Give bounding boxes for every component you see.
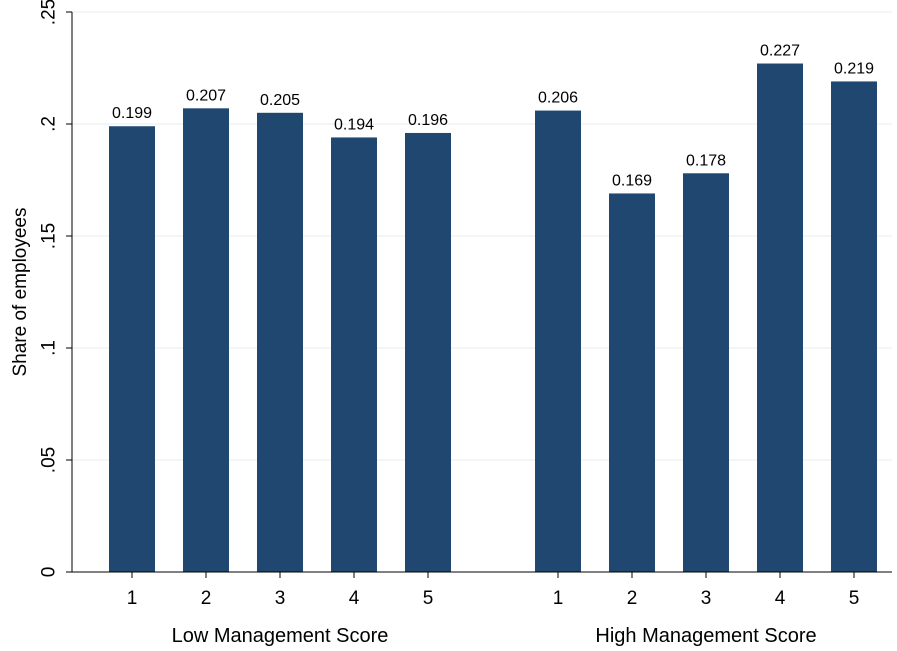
bar [535,110,581,572]
y-axis-title: Share of employees [10,208,31,377]
y-tick-label: 0 [39,567,60,578]
bar [109,126,155,573]
group-labels: Low Management Score High Management Scor… [172,625,817,647]
bar [683,173,729,572]
x-tick-label: 2 [201,588,212,609]
value-labels: 0.199 0.207 0.205 0.194 0.196 0.206 0.169 0.178… [112,43,874,190]
bar [831,81,877,572]
y-tick-label: .15 [39,223,60,249]
bar-value-label: 0.194 [334,116,374,133]
x-tick-label: 3 [701,588,712,609]
bar-value-label: 0.219 [834,60,874,77]
y-tick-label: .05 [39,447,60,473]
bar-value-label: 0.207 [186,87,226,104]
bar-value-label: 0.169 [612,172,652,189]
bar [405,132,451,572]
bar [331,137,377,572]
bar-value-label: 0.206 [538,90,578,107]
bar-value-label: 0.199 [112,105,152,122]
x-tick-label: 4 [775,588,786,609]
x-tick-label: 5 [423,588,434,609]
x-tick-label: 1 [553,588,564,609]
bar [609,193,655,572]
bar-value-label: 0.178 [686,152,726,169]
axes [71,12,892,573]
bar [257,112,303,573]
x-tick-label: 4 [349,588,360,609]
y-tick-label: .1 [39,340,60,356]
x-tick-label: 5 [849,588,860,609]
group-label: High Management Score [595,625,816,647]
bars [109,63,877,573]
bar-value-label: 0.196 [408,112,448,129]
x-tick-label: 1 [127,588,138,609]
x-tick-label: 2 [627,588,638,609]
bar [183,108,229,572]
bar [757,63,803,573]
bar-value-label: 0.227 [760,43,800,60]
y-tick-label: .2 [39,116,60,132]
y-tick-label: .25 [39,0,60,25]
group-label: Low Management Score [172,625,389,647]
bar-value-label: 0.205 [260,92,300,109]
x-ticks: 1 2 3 4 5 1 2 3 4 5 [127,572,860,609]
y-ticks: 0 .05 .1 .15 .2 .25 [39,0,72,577]
x-tick-label: 3 [275,588,286,609]
